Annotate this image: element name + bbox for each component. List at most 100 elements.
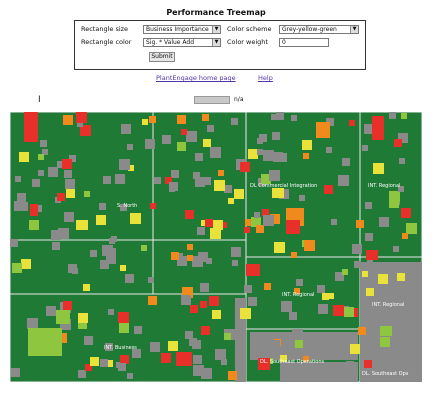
treemap-cell[interactable] [231, 118, 238, 125]
treemap-cell[interactable] [78, 370, 86, 378]
treemap-cell[interactable] [78, 320, 87, 329]
treemap-cell[interactable] [289, 312, 297, 320]
treemap-cell[interactable] [251, 217, 261, 227]
treemap-cell[interactable] [244, 227, 250, 233]
treemap-cell[interactable] [373, 309, 379, 315]
treemap-cell[interactable] [121, 124, 131, 134]
treemap-cell[interactable] [397, 273, 405, 281]
treemap-canvas[interactable] [9, 111, 423, 383]
treemap-cell[interactable] [66, 189, 75, 198]
color-weight-input[interactable]: 0 [279, 38, 329, 47]
treemap-cell[interactable] [202, 114, 209, 121]
treemap-cell[interactable] [372, 321, 378, 327]
treemap-cell[interactable] [141, 245, 147, 251]
treemap-cell[interactable] [161, 353, 171, 363]
treemap-cell[interactable] [256, 225, 264, 233]
treemap-cell[interactable] [169, 182, 178, 191]
treemap-cell[interactable] [30, 204, 38, 212]
treemap-cell[interactable] [335, 272, 344, 281]
treemap-cell[interactable] [246, 264, 260, 276]
treemap-cell[interactable] [162, 135, 171, 144]
treemap-cell[interactable] [372, 116, 384, 140]
treemap-cell[interactable] [215, 349, 226, 360]
treemap-cell[interactable] [244, 285, 252, 293]
treemap-cell[interactable] [273, 152, 283, 162]
treemap-cell[interactable] [85, 364, 92, 371]
treemap-cell[interactable] [350, 344, 360, 354]
treemap-cell[interactable] [303, 356, 309, 362]
treemap-cell[interactable] [185, 331, 193, 339]
treemap-cell[interactable] [130, 213, 141, 224]
treemap-cell[interactable] [210, 228, 221, 239]
treemap-cell[interactable] [393, 246, 399, 252]
treemap-cell[interactable] [46, 306, 56, 316]
treemap-cell[interactable] [127, 144, 133, 150]
treemap-cell[interactable] [148, 296, 157, 305]
treemap-cell[interactable] [234, 189, 244, 199]
treemap-cell[interactable] [291, 115, 297, 121]
treemap-cell[interactable] [232, 260, 238, 266]
treemap-cell[interactable] [273, 340, 280, 347]
treemap-cell[interactable] [90, 250, 97, 257]
treemap-cell[interactable] [271, 114, 277, 120]
treemap-cell[interactable] [72, 268, 78, 274]
help-link[interactable]: Help [258, 74, 273, 82]
treemap-cell[interactable] [193, 365, 204, 376]
treemap-cell[interactable] [224, 333, 231, 340]
treemap-cell[interactable] [57, 161, 64, 168]
treemap-cell[interactable] [295, 340, 303, 348]
treemap-cell[interactable] [12, 263, 22, 273]
treemap-cell[interactable] [274, 242, 285, 253]
treemap-cell[interactable] [245, 219, 252, 226]
treemap-cell[interactable] [193, 172, 200, 179]
treemap-cell[interactable] [118, 363, 126, 371]
treemap-cell[interactable] [119, 159, 130, 170]
treemap-cell[interactable] [201, 220, 207, 226]
treemap-cell[interactable] [362, 271, 368, 277]
home-link[interactable]: PlantEngage home page [156, 74, 236, 82]
treemap-cell[interactable] [118, 312, 129, 323]
treemap-cell[interactable] [168, 341, 178, 351]
treemap-cell[interactable] [294, 288, 300, 294]
treemap-cell[interactable] [48, 167, 58, 177]
treemap-cell[interactable] [379, 217, 389, 227]
treemap-cell[interactable] [103, 176, 111, 184]
treemap-cell[interactable] [356, 220, 364, 228]
treemap-cell[interactable] [189, 338, 197, 346]
treemap-cell[interactable] [358, 327, 366, 335]
treemap-cell[interactable] [109, 238, 115, 244]
treemap-cell[interactable] [83, 284, 90, 291]
treemap-cell[interactable] [90, 357, 99, 366]
treemap-cell[interactable] [120, 265, 126, 271]
treemap-cell[interactable] [398, 133, 408, 143]
treemap-cell[interactable] [221, 222, 227, 228]
treemap-cell[interactable] [186, 131, 197, 142]
treemap-cell[interactable] [248, 149, 258, 159]
treemap-cell[interactable] [171, 170, 179, 178]
treemap-cell[interactable] [322, 293, 329, 300]
treemap-cell[interactable] [366, 250, 378, 260]
treemap-cell[interactable] [380, 326, 392, 336]
treemap-cell[interactable] [200, 301, 207, 308]
treemap-cell[interactable] [150, 203, 156, 209]
treemap-cell[interactable] [342, 269, 348, 275]
treemap-cell[interactable] [362, 145, 368, 151]
treemap-cell[interactable] [205, 219, 213, 227]
treemap-cell[interactable] [262, 209, 269, 216]
treemap-cell[interactable] [185, 210, 194, 219]
treemap-cell[interactable] [214, 180, 225, 191]
treemap-cell[interactable] [120, 204, 127, 211]
treemap-cell[interactable] [397, 346, 404, 353]
treemap-cell[interactable] [149, 116, 156, 123]
treemap-cell[interactable] [400, 369, 407, 376]
treemap-cell[interactable] [224, 185, 232, 193]
treemap-cell[interactable] [398, 186, 404, 192]
treemap-cell[interactable] [341, 369, 351, 379]
treemap-cell[interactable] [60, 319, 71, 330]
treemap-cell[interactable] [142, 119, 148, 125]
treemap-cell[interactable] [21, 259, 31, 269]
treemap-cell[interactable] [99, 203, 106, 210]
treemap-cell[interactable] [24, 112, 38, 142]
treemap-cell[interactable] [76, 112, 87, 123]
treemap-cell[interactable] [29, 220, 39, 230]
